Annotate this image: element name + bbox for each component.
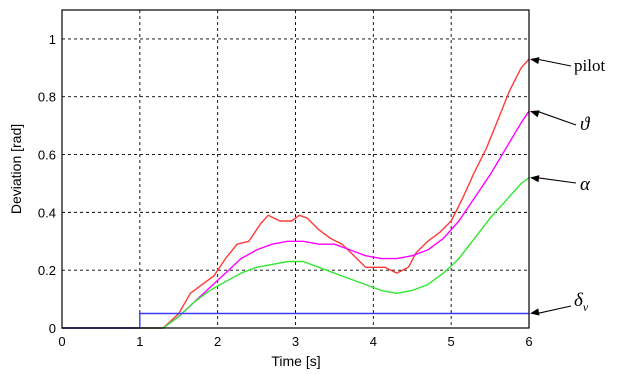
x-axis-label: Time [s] xyxy=(271,353,320,369)
y-tick-label: 1 xyxy=(49,32,56,47)
plot-lines xyxy=(62,58,530,329)
x-tick-labels: 0 1 2 3 4 5 6 xyxy=(58,334,532,349)
x-tick-label: 2 xyxy=(214,334,221,349)
grid xyxy=(62,10,529,328)
series-line-theta xyxy=(62,110,530,329)
x-tick-label: 1 xyxy=(136,334,143,349)
y-tick-labels: 0 0.2 0.4 0.6 0.8 1 xyxy=(38,32,56,336)
y-tick-label: 0.4 xyxy=(38,205,56,220)
series-line-delta xyxy=(62,312,529,329)
series-annotations: pilot ϑ α δv xyxy=(574,56,605,314)
annotation-pilot: pilot xyxy=(574,56,605,75)
annotation-arrows xyxy=(530,57,577,316)
y-tick-label: 0.6 xyxy=(38,148,56,163)
y-axis-label: Deviation [rad] xyxy=(8,124,24,214)
annotation-delta-subscript: v xyxy=(583,300,589,314)
plot-frame xyxy=(61,9,530,329)
arrow-pilot xyxy=(530,57,572,67)
x-tick-label: 3 xyxy=(292,334,299,349)
x-tick-label: 4 xyxy=(370,334,377,349)
annotation-delta-symbol: δ xyxy=(574,290,584,311)
y-tick-label: 0.2 xyxy=(38,263,56,278)
y-tick-label: 0.8 xyxy=(38,90,56,105)
arrow-delta xyxy=(530,305,572,316)
arrow-alpha xyxy=(530,175,577,184)
annotation-theta: ϑ xyxy=(580,114,591,135)
series-line-alpha xyxy=(62,177,530,329)
x-tick-label: 0 xyxy=(58,334,65,349)
annotation-delta: δv xyxy=(574,290,589,314)
x-tick-label: 6 xyxy=(525,334,532,349)
arrow-theta xyxy=(530,110,577,126)
x-tick-label: 5 xyxy=(448,334,455,349)
series-line-pilot xyxy=(62,58,530,329)
y-tick-label: 0 xyxy=(49,321,56,336)
annotation-alpha: α xyxy=(580,174,591,195)
